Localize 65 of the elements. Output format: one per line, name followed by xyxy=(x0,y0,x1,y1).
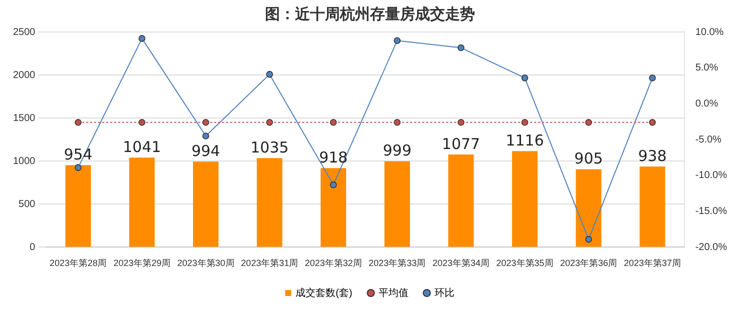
point xyxy=(138,118,146,126)
point xyxy=(521,118,528,126)
bar xyxy=(193,162,219,247)
bar xyxy=(65,165,91,247)
x-tick-label: 2023年第29周 xyxy=(113,258,170,268)
bar xyxy=(129,158,155,247)
point xyxy=(266,70,273,78)
bar xyxy=(256,158,282,247)
point xyxy=(266,118,273,126)
y2-tick-label: -20.0% xyxy=(695,242,728,253)
chart-title: 图：近十周杭州存量房成交走势 xyxy=(265,4,475,23)
y2-tick-label: 10.0% xyxy=(695,26,724,38)
y2-tick-label: -15.0% xyxy=(695,206,728,218)
legend-label: 平均值 xyxy=(378,286,408,299)
legend-label: 环比 xyxy=(434,286,454,299)
data-label: 1116 xyxy=(506,132,544,150)
data-label: 994 xyxy=(191,142,220,160)
point xyxy=(202,118,210,126)
data-label: 1035 xyxy=(250,138,289,156)
point xyxy=(330,181,337,188)
point xyxy=(330,118,337,126)
legend-label: 成交套数(套) xyxy=(296,286,352,299)
x-tick-label: 2023年第32周 xyxy=(304,258,362,268)
x-tick-label: 2023年第33周 xyxy=(368,258,426,268)
y-tick-label: 500 xyxy=(18,198,36,210)
data-label: 1041 xyxy=(122,138,162,156)
x-tick-label: 2023年第28周 xyxy=(50,258,107,268)
point xyxy=(521,74,528,82)
point xyxy=(74,164,82,171)
y-tick-label: 1000 xyxy=(12,156,36,167)
x-tick-label: 2023年第34周 xyxy=(432,258,490,268)
bar xyxy=(512,151,538,247)
y-tick-label: 0 xyxy=(30,242,36,253)
data-label: 1077 xyxy=(442,134,480,153)
x-tick-label: 2023年第37周 xyxy=(624,258,681,268)
y-tick-label: 2500 xyxy=(12,26,36,38)
y2-tick-label: -10.0% xyxy=(695,170,728,182)
bar xyxy=(320,168,346,247)
point xyxy=(585,118,592,126)
point xyxy=(458,44,464,52)
point xyxy=(649,118,656,126)
y2-tick-label: 5.0% xyxy=(695,62,718,74)
point xyxy=(138,35,146,42)
point xyxy=(649,74,656,82)
data-label: 905 xyxy=(574,150,603,168)
point xyxy=(202,132,210,140)
bar xyxy=(576,169,602,247)
y2-tick-label: 0.0% xyxy=(695,98,718,110)
y-tick-label: 2000 xyxy=(12,70,36,81)
data-label: 938 xyxy=(638,146,667,165)
point xyxy=(458,118,464,126)
point xyxy=(394,118,401,126)
y-tick-label: 1500 xyxy=(12,112,36,124)
point xyxy=(74,118,82,126)
point xyxy=(394,37,401,44)
x-tick-label: 2023年第30周 xyxy=(177,258,234,268)
x-tick-label: 2023年第31周 xyxy=(241,258,298,268)
bar xyxy=(448,154,474,247)
data-label: 999 xyxy=(382,142,412,160)
y2-tick-label: -5.0% xyxy=(695,134,722,146)
bar xyxy=(640,166,666,247)
x-tick-label: 2023年第35周 xyxy=(496,258,554,268)
bar xyxy=(384,161,410,247)
x-tick-label: 2023年第36周 xyxy=(560,258,618,268)
point xyxy=(585,236,592,243)
